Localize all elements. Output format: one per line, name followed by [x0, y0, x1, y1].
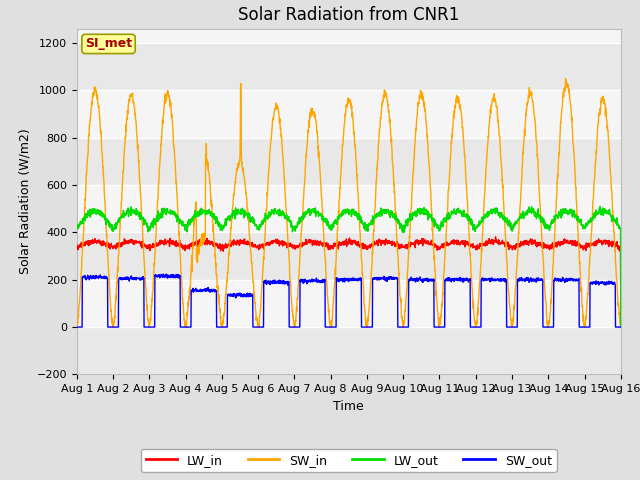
Bar	[77, 280, 621, 327]
Bar	[77, 232, 621, 280]
Legend: LW_in, SW_in, LW_out, SW_out: LW_in, SW_in, LW_out, SW_out	[141, 449, 557, 472]
Bar	[77, 43, 621, 90]
Bar	[77, 90, 621, 138]
Y-axis label: Solar Radiation (W/m2): Solar Radiation (W/m2)	[18, 129, 31, 275]
Text: SI_met: SI_met	[85, 37, 132, 50]
Bar	[77, 185, 621, 232]
Bar	[77, 327, 621, 374]
Title: Solar Radiation from CNR1: Solar Radiation from CNR1	[238, 6, 460, 24]
Bar	[77, 138, 621, 185]
X-axis label: Time: Time	[333, 400, 364, 413]
